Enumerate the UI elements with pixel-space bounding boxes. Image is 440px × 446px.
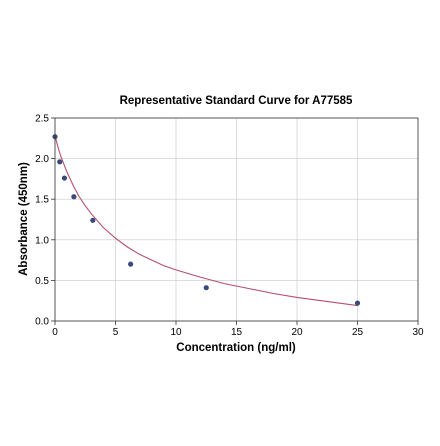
data-point bbox=[354, 300, 361, 306]
y-tick-label: 1.0 bbox=[35, 235, 49, 246]
x-tick-label: 5 bbox=[113, 327, 119, 338]
fit-curve-layer bbox=[54, 135, 358, 307]
fit-curve-line bbox=[54, 135, 358, 307]
data-point bbox=[203, 285, 209, 291]
x-tick-label: 30 bbox=[412, 327, 424, 338]
data-point bbox=[128, 261, 134, 267]
y-tick-label: 0.0 bbox=[35, 317, 49, 328]
x-tick-label: 20 bbox=[291, 327, 303, 338]
x-tick-label: 15 bbox=[231, 327, 243, 338]
data-point bbox=[57, 159, 63, 165]
data-point bbox=[61, 175, 68, 181]
data-point bbox=[90, 217, 96, 223]
y-tick-label: 1.5 bbox=[35, 195, 49, 206]
grid-lines bbox=[54, 117, 419, 322]
chart-title: Representative Standard Curve for A77585 bbox=[120, 95, 353, 107]
y-axis-ticks: 0.0 0.5 1.0 1.5 2.0 2.5 bbox=[35, 114, 55, 328]
x-tick-label: 10 bbox=[170, 327, 182, 338]
y-tick-label: 0.5 bbox=[35, 276, 49, 287]
x-axis-ticks: 0 5 10 15 20 25 30 bbox=[52, 321, 424, 338]
data-point bbox=[71, 194, 77, 200]
x-tick-label: 25 bbox=[352, 327, 364, 338]
y-tick-label: 2.5 bbox=[35, 114, 49, 125]
x-tick-label: 0 bbox=[52, 327, 58, 338]
data-points-layer bbox=[52, 134, 361, 306]
y-axis-label: Absorbance (450nm) bbox=[18, 162, 30, 276]
y-tick-label: 2.0 bbox=[35, 154, 49, 165]
x-axis-label: Concentration (ng/ml) bbox=[176, 342, 296, 354]
